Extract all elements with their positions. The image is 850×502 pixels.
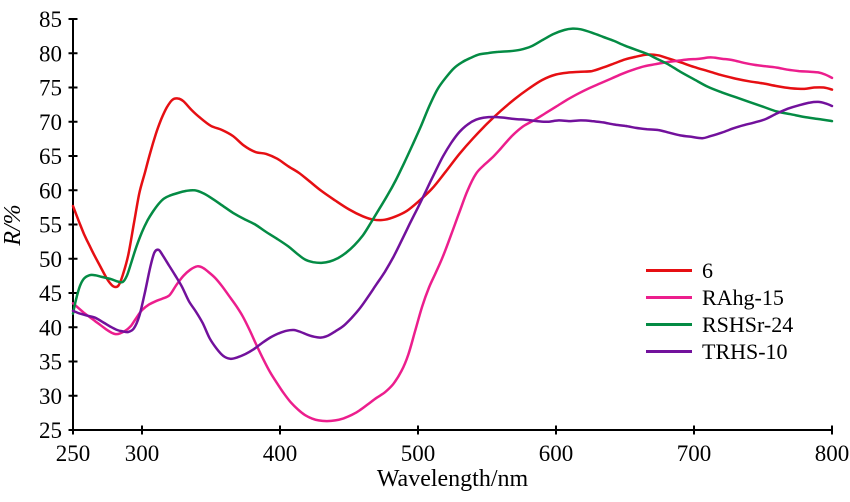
y-axis-label: R/%	[0, 204, 26, 246]
legend-item: RSHSr-24	[646, 311, 793, 338]
y-tick-label: 30	[39, 384, 62, 409]
y-tick-label: 55	[39, 213, 62, 238]
x-tick-label: 300	[125, 441, 160, 466]
y-tick-label: 25	[39, 418, 62, 443]
series-line-TRHS-10	[71, 100, 834, 361]
y-tick-label: 45	[39, 281, 62, 306]
legend-item: TRHS-10	[646, 338, 793, 365]
y-tick-label: 85	[39, 7, 62, 32]
legend-label: RSHSr-24	[702, 311, 794, 337]
legend-label: RAhg-15	[702, 284, 784, 310]
legend-line-swatch	[646, 296, 692, 299]
series-line-6	[71, 53, 834, 289]
y-tick-label: 65	[39, 144, 62, 169]
series-line-RAhg-15	[71, 56, 834, 423]
x-tick-label: 800	[815, 441, 850, 466]
y-tick-label: 50	[39, 247, 62, 272]
y-tick-label: 60	[39, 178, 62, 203]
x-tick-label: 500	[401, 441, 436, 466]
x-tick-label: 700	[677, 441, 712, 466]
legend-line-swatch	[646, 269, 692, 272]
legend-item: 6	[646, 257, 793, 284]
series-line-RSHSr-24	[71, 27, 834, 315]
legend: 6 RAhg-15 RSHSr-24 TRHS-10	[646, 257, 793, 365]
legend-line-swatch	[646, 350, 692, 353]
y-tick-label: 35	[39, 350, 62, 375]
y-tick-label: 75	[39, 76, 62, 101]
x-tick-label: 400	[263, 441, 298, 466]
legend-line-swatch	[646, 323, 692, 326]
legend-label: TRHS-10	[702, 338, 788, 364]
x-tick-label: 250	[56, 441, 91, 466]
legend-label: 6	[702, 257, 713, 283]
x-axis-label: Wavelength/nm	[376, 466, 529, 492]
y-tick-label: 70	[39, 110, 62, 135]
x-tick-label: 600	[539, 441, 574, 466]
legend-item: RAhg-15	[646, 284, 793, 311]
y-tick-label: 80	[39, 41, 62, 66]
y-tick-label: 40	[39, 315, 62, 340]
